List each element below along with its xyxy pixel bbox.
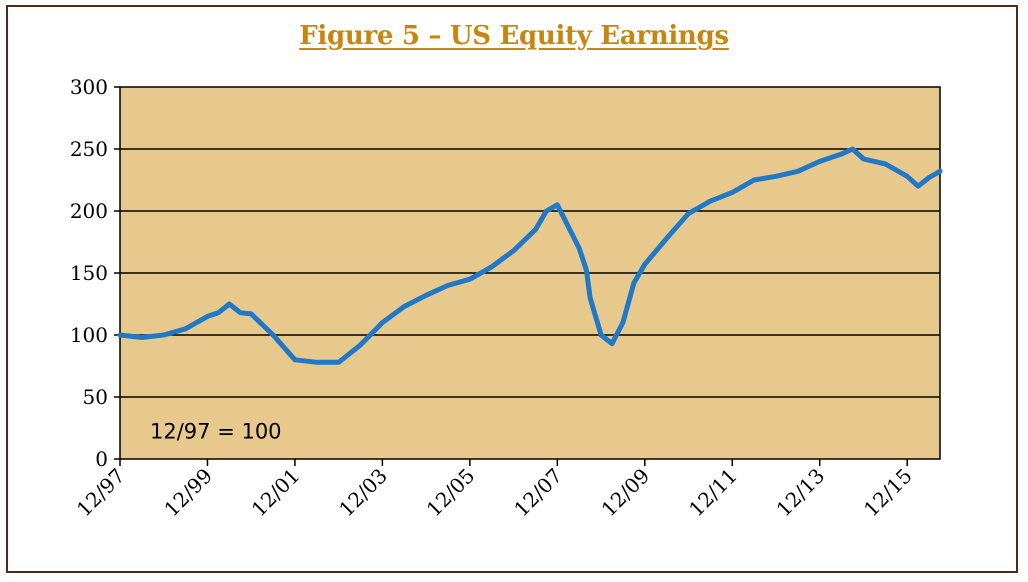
x-tick-label: 12/05	[422, 464, 480, 522]
y-axis-ticks: 0 50 100 150 200 250 300	[70, 75, 120, 471]
x-tick-label: 12/11	[684, 464, 742, 522]
y-tick-label: 50	[83, 385, 108, 409]
x-tick-label: 12/99	[159, 464, 217, 522]
x-tick-label: 12/13	[772, 464, 830, 522]
y-tick-label: 200	[70, 199, 108, 223]
x-tick-label: 12/07	[509, 464, 567, 522]
x-axis-ticks: 12/97 12/99 12/01 12/03 12/05 12/07 12/09 12/11…	[72, 459, 917, 521]
chart-title: Figure 5 – US Equity Earnings	[299, 21, 729, 51]
x-tick-label: 12/01	[247, 464, 305, 522]
base-annotation: 12/97 = 100	[150, 419, 282, 443]
x-tick-label: 12/97	[72, 464, 130, 522]
series-line	[117, 146, 943, 365]
x-tick-label: 12/03	[334, 464, 392, 522]
y-tick-label: 100	[70, 323, 108, 347]
y-tick-label: 150	[70, 261, 108, 285]
gridlines	[120, 148, 940, 398]
y-tick-label: 250	[70, 137, 108, 161]
x-tick-label: 12/09	[597, 464, 655, 522]
y-tick-label: 300	[70, 75, 108, 99]
y-tick-label: 0	[95, 447, 108, 471]
x-tick-label: 12/15	[859, 464, 917, 522]
